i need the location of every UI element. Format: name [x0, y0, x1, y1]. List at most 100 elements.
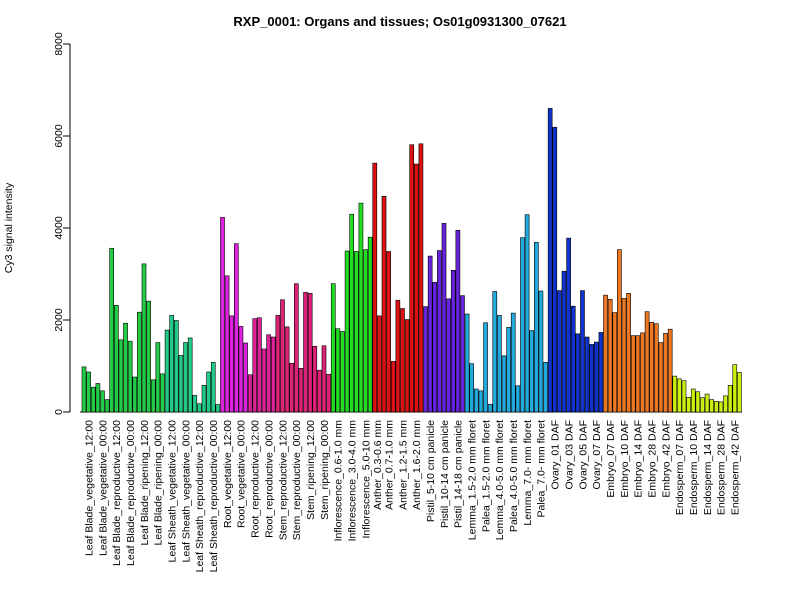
x-tick-label: Leaf Sheath_reproductive_12:00 [194, 420, 206, 573]
bar [150, 379, 156, 413]
bar [270, 336, 276, 413]
x-tick-label: Endosperm_07 DAF [674, 420, 686, 515]
bar [294, 283, 299, 413]
bar [534, 241, 539, 413]
bar [372, 162, 378, 413]
x-tick-label: Embryo_10 DAF [619, 420, 631, 498]
bar [284, 326, 290, 413]
bar [635, 335, 641, 413]
x-tick-label: Root_vegetative_12:00 [222, 420, 234, 528]
bar [210, 362, 216, 413]
bar [501, 355, 507, 413]
bar [95, 383, 101, 413]
bar [690, 388, 696, 413]
bar [289, 362, 295, 413]
bar [247, 374, 253, 413]
x-tick-label: Root_reproductive_12:00 [250, 420, 262, 538]
bar [335, 328, 341, 413]
bar [123, 322, 128, 413]
x-tick-label: Anther_1.6-2.0 mm [411, 420, 423, 510]
bar [127, 340, 133, 413]
bar [261, 348, 267, 413]
x-tick-label: Leaf Blade_reproductive_12:00 [111, 420, 123, 566]
bar [686, 396, 691, 413]
bar [414, 163, 419, 413]
bar [164, 329, 170, 413]
bar [709, 399, 715, 413]
bar [557, 290, 562, 413]
x-tick-label: Palea_1.5-2.0 mm floret [480, 420, 492, 532]
x-tick-label: Embryo_28 DAF [647, 420, 659, 498]
bar [644, 311, 650, 413]
bar [358, 202, 364, 413]
bar [561, 270, 567, 413]
bar [349, 213, 355, 413]
bar [326, 373, 331, 413]
bar [626, 293, 631, 413]
x-tick-label: Endosperm_42 DAF [730, 420, 742, 515]
bar [667, 328, 673, 413]
bar [243, 342, 248, 413]
x-tick-label: Anther_0.7-1.0 mm [383, 420, 395, 510]
bar [570, 305, 576, 413]
bar [552, 126, 558, 413]
y-tick-label: 0 [53, 409, 65, 415]
x-tick-label: Endosperm_28 DAF [716, 420, 728, 515]
bar [598, 332, 604, 413]
bar [474, 388, 479, 413]
bar [672, 375, 678, 413]
bar [723, 395, 728, 413]
x-tick-label: Ovary_05 DAF [577, 420, 589, 489]
x-tick-label: Root_reproductive_00:00 [263, 420, 275, 538]
bar [118, 339, 124, 413]
x-tick-label: Lemma_1.5-2.0 mm floret [467, 420, 479, 540]
x-tick-label: Pistil_5-10 cm panicle [425, 420, 437, 522]
x-tick-label: Lemma_7.0- mm floret [522, 420, 534, 526]
bar [455, 230, 461, 413]
bar [86, 371, 91, 413]
bar [524, 214, 530, 413]
x-tick-label: Leaf Sheath_vegetative_12:00 [167, 420, 179, 563]
bar [589, 344, 595, 413]
bar [395, 299, 401, 413]
x-tick-label: Leaf Blade_ripening_00:00 [153, 420, 165, 546]
y-tick-label: 2000 [53, 308, 65, 332]
bar [654, 323, 659, 413]
x-tick-label: Anther_0.3-0.6 mm [372, 420, 384, 510]
x-tick-label: Inflorescence_3.0-4.0 mm [347, 420, 359, 542]
bar [432, 281, 438, 413]
bar [81, 366, 87, 413]
bar [732, 364, 738, 413]
bar [543, 362, 548, 413]
bar [187, 337, 193, 413]
bar [695, 391, 701, 413]
bar [538, 290, 544, 413]
bar [497, 315, 502, 413]
bar [229, 315, 235, 413]
bar [224, 275, 230, 413]
x-tick-label: Palea_4.0-5.0 mm floret [508, 420, 520, 532]
bar [298, 367, 304, 413]
bar [478, 390, 484, 413]
bars [80, 108, 742, 413]
bar [575, 333, 581, 413]
x-tick-label: Inflorescence_0.6-1.0 mm [333, 420, 345, 542]
x-tick-label: Pistil_14-18 cm panicle [453, 420, 465, 528]
bar [700, 397, 705, 413]
x-tick-label: Embryo_07 DAF [605, 420, 617, 498]
bar [169, 315, 175, 413]
bar [252, 318, 258, 413]
bar [446, 298, 451, 413]
bar [174, 320, 179, 413]
bar [441, 223, 447, 413]
x-tick-label: Stem_ripening_12:00 [305, 420, 317, 520]
bar [201, 385, 207, 413]
y-axis-label: Cy3 signal intensity [3, 182, 15, 273]
bar [681, 380, 687, 413]
bar [137, 311, 142, 413]
bar [404, 319, 410, 413]
bar [312, 345, 318, 413]
bar [464, 313, 470, 413]
bar [155, 342, 161, 413]
